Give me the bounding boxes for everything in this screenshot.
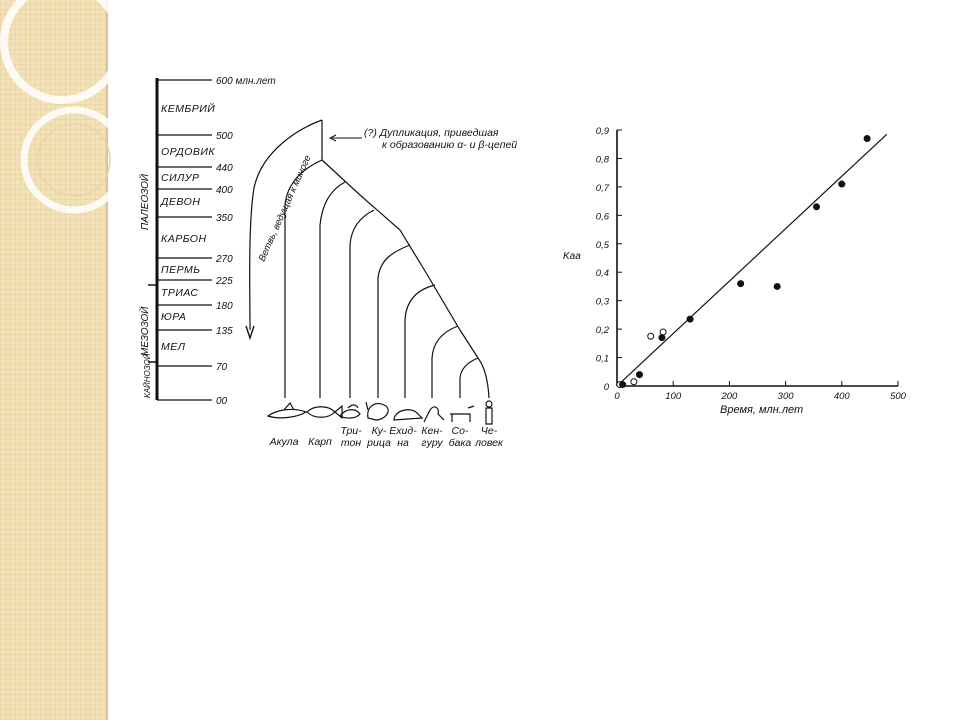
x-tick-label: 100 (665, 391, 682, 402)
timescale-tick-label: 135 (216, 326, 233, 337)
data-point-open (630, 378, 638, 386)
data-point-filled (773, 282, 781, 290)
y-tick-label: 0,5 (596, 240, 610, 251)
duplication-label-line2: к образованию α- и β-цепей (382, 139, 517, 151)
timescale-tick-label: 270 (215, 254, 233, 265)
period-label: ДЕВОН (160, 196, 200, 208)
phylogenetic-tree (245, 119, 490, 399)
x-tick-label: 400 (834, 391, 851, 402)
newt-icon (339, 404, 361, 419)
data-point-open (647, 332, 655, 340)
timescale-tick-label: 70 (216, 362, 228, 373)
data-point-filled (619, 381, 627, 389)
kangaroo-icon (423, 406, 445, 423)
y-tick-label: 0,4 (596, 268, 609, 279)
species-label: Кен-гуру (421, 425, 443, 449)
lamprey-arrowhead (245, 325, 255, 341)
y-tick-label: 0,3 (596, 297, 610, 308)
x-tick-label: 0 (614, 391, 620, 402)
species-label: Три-тон (340, 425, 362, 449)
regression-line (616, 133, 888, 387)
human-icon (485, 400, 493, 425)
species-label: Ехид-на (389, 425, 417, 449)
period-label: ТРИАС (161, 287, 198, 299)
species-label: Че-ловек (474, 425, 504, 449)
era-label-paleozoic: ПАЛЕОЗОЙ (138, 173, 151, 230)
data-point-filled (686, 315, 694, 323)
era-label-cenozoic: КАЙНОЗОЙ (143, 353, 152, 398)
sidebar-edge (106, 0, 108, 720)
data-point-filled (863, 135, 871, 143)
timescale-tick-label: 400 (216, 185, 233, 196)
data-point-filled (813, 203, 821, 211)
timescale-tick-label: 350 (216, 213, 233, 224)
geologic-timescale: 600 млн.лет5004404003502702251801357000 … (138, 76, 276, 407)
sidebar-rings (0, 0, 128, 214)
timescale-tick-label: 600 млн.лет (216, 76, 276, 87)
data-point-filled (737, 280, 745, 288)
data-point-open (659, 328, 667, 336)
y-tick-label: 0,7 (596, 183, 610, 194)
period-label: МЕЛ (161, 341, 186, 353)
period-label: КАРБОН (161, 233, 207, 245)
species-label: Карп (308, 436, 332, 448)
data-point-filled (658, 334, 666, 342)
carp-icon (306, 404, 343, 420)
y-tick-label: 0,6 (596, 211, 610, 222)
scatter-chart: 0 0,1 0,2 0,3 0,4 0,5 0,6 0,7 0,8 0,9 0 100 200 300 40… (563, 126, 907, 416)
species-label: Со-бака (449, 425, 472, 449)
x-tick-label: 300 (778, 391, 795, 402)
x-tick-label: 500 (890, 391, 907, 402)
period-label: ОРДОВИК (161, 146, 215, 158)
data-point-filled (838, 180, 846, 188)
chicken-icon (365, 401, 389, 421)
period-label: КЕМБРИЙ (161, 102, 215, 115)
dog-icon (450, 405, 475, 422)
period-label: СИЛУР (161, 172, 200, 184)
duplication-label-line1: (?) Дупликация, приведшая (364, 127, 499, 139)
slide-sidebar-decoration (0, 0, 106, 720)
era-label-mesozoic: МЕЗОЗОЙ (138, 306, 151, 356)
x-axis-label: Время, млн.лет (720, 404, 803, 416)
y-tick-label: 0 (604, 382, 610, 393)
timescale-tick-label: 225 (215, 276, 233, 287)
y-axis-label: Kaa (563, 251, 581, 262)
species-label: Ку-рица (366, 425, 391, 449)
timescale-tick-label: 00 (216, 396, 228, 407)
main-diagonal (321, 159, 479, 359)
x-tick-label: 200 (720, 391, 738, 402)
lamprey-branch (249, 119, 323, 331)
y-tick-label: 0,8 (596, 154, 610, 165)
shark-icon (266, 401, 308, 419)
y-tick-label: 0,9 (596, 126, 610, 137)
y-tick-label: 0,1 (596, 354, 609, 365)
data-point-filled (635, 371, 643, 379)
y-tick-label: 0,2 (596, 325, 610, 336)
echidna-icon (393, 409, 424, 421)
timescale-tick-label: 180 (216, 301, 233, 312)
period-label: ЮРА (161, 311, 186, 323)
species-label: Акула (269, 436, 299, 448)
timescale-tick-label: 440 (216, 163, 233, 174)
timescale-tick-label: 500 (216, 131, 233, 142)
animal-icons (266, 400, 493, 425)
period-label: ПЕРМЬ (161, 264, 201, 276)
